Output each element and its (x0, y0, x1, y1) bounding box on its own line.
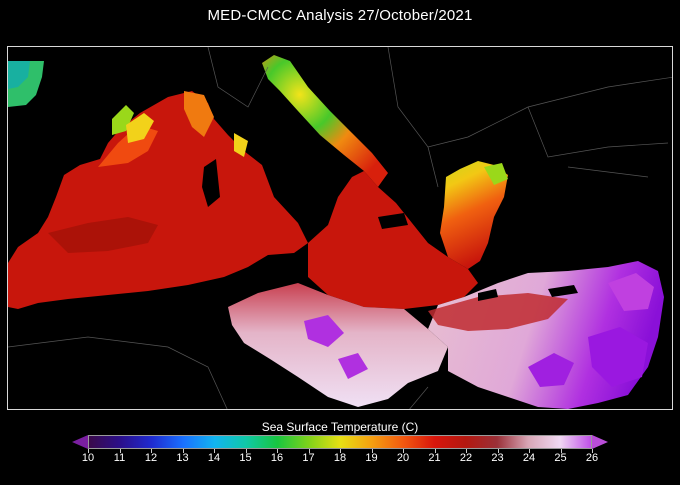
colorbar-tick-mark (151, 449, 152, 453)
colorbar-tick-mark (371, 449, 373, 453)
colorbar-tick-label: 25 (554, 452, 567, 464)
central-basin (308, 171, 478, 309)
colorbar-tick-mark (245, 449, 247, 453)
western-basin (8, 91, 308, 309)
colorbar-tick-mark (466, 449, 467, 453)
colorbar-tick-label: 26 (585, 452, 599, 464)
colorbar-tick-mark (119, 449, 121, 453)
colorbar-tick-label: 13 (176, 452, 189, 464)
colorbar-ticks: 10 11 12 13 14 15 16 17 18 19 20 21 22 23 24 25 26 (82, 449, 598, 466)
colorbar-gradient (88, 435, 592, 449)
colorbar-tick-label: 17 (302, 452, 315, 464)
sea-surface-temperature-map (7, 46, 673, 410)
colorbar-min-arrow (72, 435, 88, 449)
colorbar-tick-mark (182, 449, 184, 453)
aegean-sea (440, 161, 508, 269)
colorbar-tick-mark (403, 449, 404, 453)
colorbar-tick-mark (592, 449, 593, 453)
colorbar-tick-label: 10 (81, 452, 95, 464)
southern-basin (228, 283, 448, 407)
colorbar-tick-label: 14 (207, 452, 221, 464)
colorbar-tick-label: 24 (522, 452, 536, 464)
colorbar-tick-label: 19 (365, 452, 378, 464)
colorbar-max-arrow (592, 435, 608, 449)
colorbar-tick-label: 12 (144, 452, 158, 464)
colorbar (72, 435, 608, 451)
map-title: MED-CMCC Analysis 27/October/2021 (207, 7, 473, 24)
adriatic-sea (262, 55, 388, 187)
colorbar-tick-label: 18 (333, 452, 347, 464)
colorbar-tick-mark (308, 449, 310, 453)
colorbar-tick-mark (340, 449, 341, 453)
colorbar-tick-mark (277, 449, 278, 453)
colorbar-tick-label: 11 (113, 452, 126, 464)
colorbar-tick-label: 15 (239, 452, 252, 464)
colorbar-tick-mark (497, 449, 499, 453)
colorbar-tick-mark (560, 449, 562, 453)
colorbar-tick-label: 23 (491, 452, 504, 464)
colorbar-tick-label: 16 (270, 452, 284, 464)
colorbar-tick-mark (88, 449, 89, 453)
colorbar-title: Sea Surface Temperature (C) (261, 420, 419, 434)
colorbar-tick-mark (214, 449, 215, 453)
colorbar-tick-mark (434, 449, 436, 453)
colorbar-tick-label: 20 (396, 452, 410, 464)
colorbar-tick-label: 21 (428, 452, 441, 464)
colorbar-tick-mark (529, 449, 530, 453)
colorbar-tick-label: 22 (459, 452, 473, 464)
